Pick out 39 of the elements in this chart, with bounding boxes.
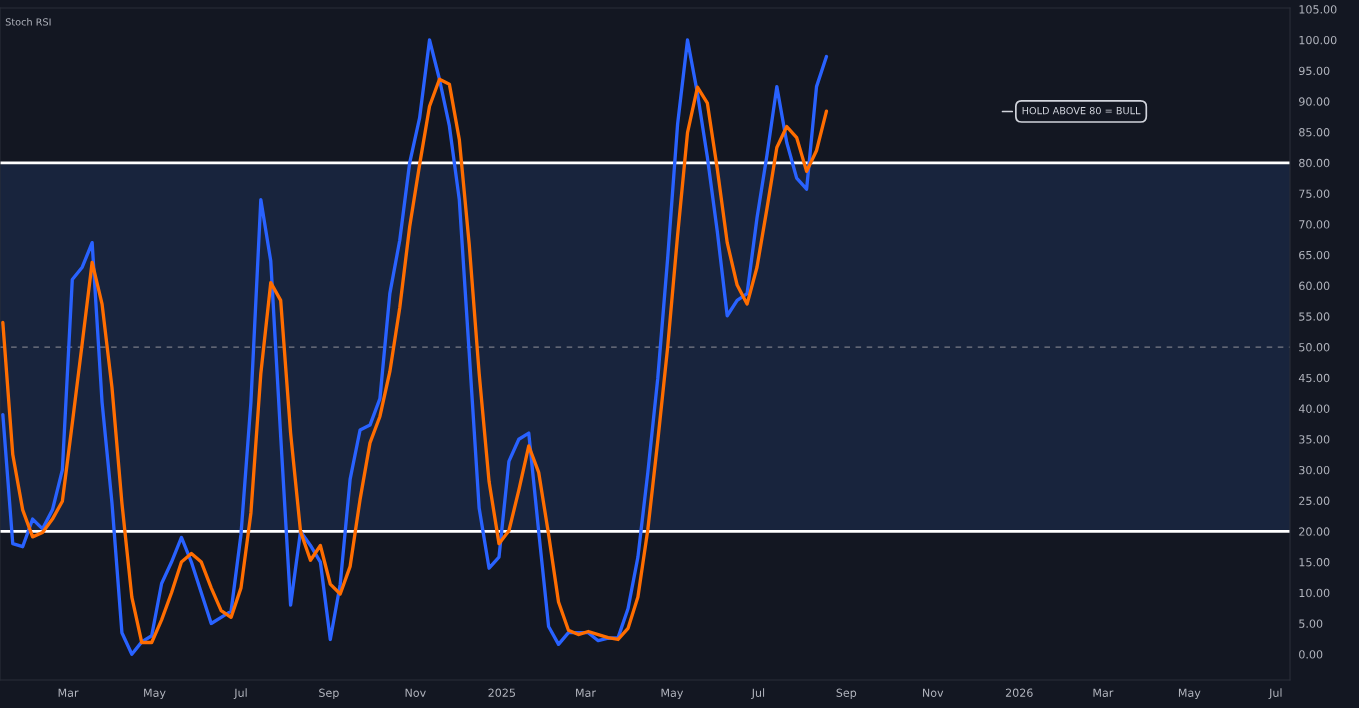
x-tick-label: May xyxy=(661,688,684,700)
y-tick-label: 85.00 xyxy=(1299,128,1330,137)
y-tick-label: 55.00 xyxy=(1299,312,1330,321)
x-tick-label: May xyxy=(144,688,166,700)
x-tick-label: Jul xyxy=(233,688,247,699)
y-tick-label: 75.00 xyxy=(1299,189,1330,198)
y-tick-label: 50.00 xyxy=(1299,343,1330,352)
y-tick-label: 10.00 xyxy=(1299,588,1330,598)
x-tick-label: Mar xyxy=(1093,688,1114,697)
x-tick-label: Nov xyxy=(405,688,426,697)
annotation: HOLD ABOVE 80 = BULL xyxy=(1022,106,1141,115)
y-tick-label: 20.00 xyxy=(1299,527,1330,536)
y-tick-label: 60.00 xyxy=(1299,281,1330,291)
x-tick-label: Mar xyxy=(576,688,596,697)
y-tick-label: 5.00 xyxy=(1299,619,1323,628)
x-tick-label: Sep xyxy=(836,688,857,700)
y-tick-label: 25.00 xyxy=(1299,496,1330,506)
x-tick-label: Mar xyxy=(58,688,79,697)
x-tick-label: 2025 xyxy=(488,688,515,697)
y-tick-label: 0.00 xyxy=(1299,650,1323,659)
y-tick-label: 15.00 xyxy=(1299,558,1330,567)
x-tick-label: May xyxy=(1178,688,1201,700)
y-tick-label: 65.00 xyxy=(1299,250,1330,260)
y-tick-label: 90.00 xyxy=(1299,97,1330,106)
y-tick-label: 100.00 xyxy=(1299,35,1337,45)
x-tick-label: 2026 xyxy=(1005,688,1033,697)
x-tick-label: Nov xyxy=(923,688,944,697)
y-tick-label: 95.00 xyxy=(1299,66,1330,76)
y-tick-label: 80.00 xyxy=(1299,158,1330,168)
text: Stoch RSI xyxy=(5,18,51,26)
x-tick-label: Sep xyxy=(319,688,339,700)
y-tick-label: 30.00 xyxy=(1299,465,1330,475)
x-tick-label: Jul xyxy=(1268,688,1282,699)
y-tick-label: 45.00 xyxy=(1298,373,1330,383)
y-tick-label: 35.00 xyxy=(1299,435,1330,444)
y-tick-label: 40.00 xyxy=(1298,404,1330,413)
y-tick-label: 70.00 xyxy=(1299,220,1330,229)
x-tick-label: Jul xyxy=(751,688,765,699)
y-tick-label: 105.00 xyxy=(1299,5,1337,14)
